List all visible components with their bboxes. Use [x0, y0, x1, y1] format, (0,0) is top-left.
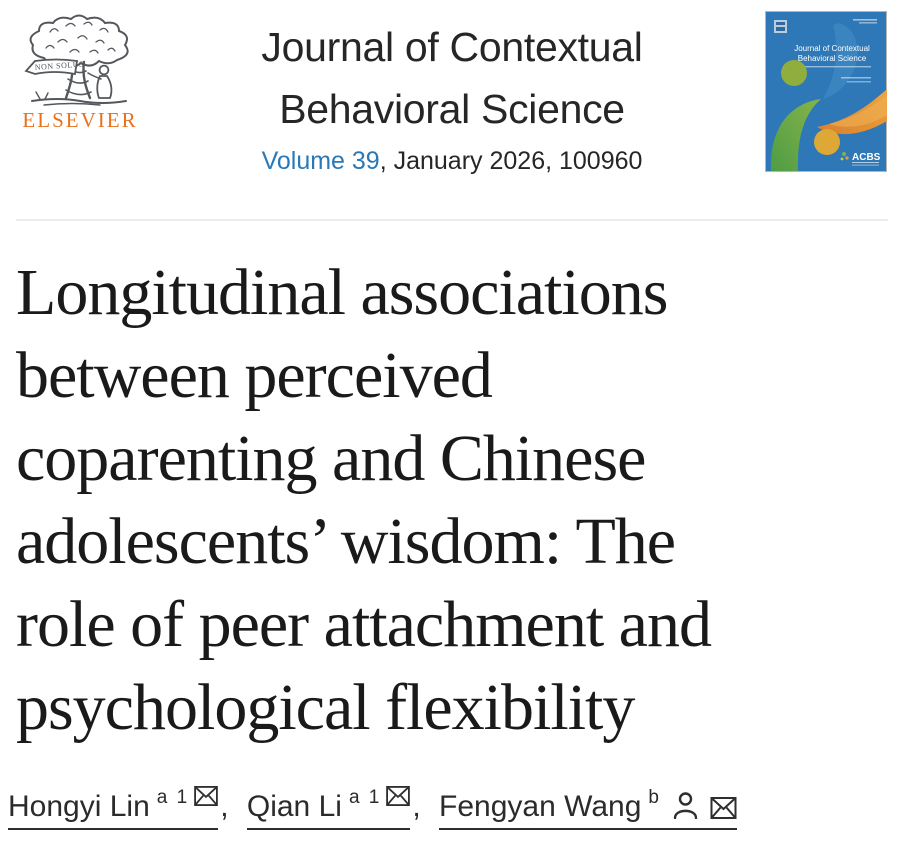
author-hongyi-lin[interactable]: Hongyi Lin a 1	[8, 786, 219, 830]
header-divider	[16, 219, 888, 221]
elsevier-tree-icon: NON SOLUS	[24, 14, 129, 106]
author-name: Hongyi Lin	[8, 790, 150, 823]
author-name: Fengyan Wang	[439, 790, 642, 823]
elsevier-logo[interactable]: NON SOLUS ELSEVIER	[14, 14, 146, 133]
author-affiliation-sup: b	[648, 787, 661, 808]
article-title-line: psychological flexibility	[16, 671, 635, 744]
issue-info: , January 2026, 100960	[379, 147, 643, 175]
author-separator: ,	[220, 790, 229, 823]
author-qian-li[interactable]: Qian Li a 1	[246, 786, 411, 830]
author-affiliation-sup: a 1	[348, 787, 382, 808]
article-title-line: between perceived	[16, 339, 493, 412]
cover-title-line1: Journal of Contextual	[794, 44, 870, 53]
journal-title: Journal of Contextual Behavioral Science	[192, 16, 712, 140]
envelope-icon[interactable]	[386, 786, 411, 806]
author-name: Qian Li	[246, 790, 342, 823]
author-separator: ,	[412, 790, 421, 823]
volume-issue-line: Volume 39, January 2026, 100960	[192, 147, 712, 176]
envelope-icon[interactable]	[194, 786, 219, 806]
article-title-line: coparenting and Chinese	[16, 422, 646, 495]
journal-header: NON SOLUS ELSEVIER Journal of Contextual…	[0, 0, 904, 219]
cover-acbs-logo: ACBS	[852, 152, 881, 163]
article-title: Longitudinal associations between percei…	[16, 251, 884, 749]
envelope-icon[interactable]	[710, 797, 737, 819]
non-solus-motto: NON SOLUS	[35, 60, 85, 72]
article-title-line: adolescents’ wisdom: The	[16, 505, 676, 578]
journal-cover-thumbnail[interactable]: Journal of Contextual Behavioral Science…	[765, 11, 887, 172]
cover-title-line2: Behavioral Science	[798, 54, 867, 63]
elsevier-wordmark: ELSEVIER	[22, 108, 138, 132]
journal-title-line1: Journal of Contextual	[261, 24, 643, 70]
author-list: Hongyi Lin a 1, Qian Li a 1, Fengyan Wang b	[8, 786, 888, 830]
author-affiliation-sup: a 1	[156, 787, 190, 808]
article-title-line: Longitudinal associations	[16, 256, 668, 329]
journal-title-line2: Behavioral Science	[279, 86, 625, 132]
article-title-line: role of peer attachment and	[16, 588, 712, 661]
author-fengyan-wang[interactable]: Fengyan Wang b	[439, 787, 737, 830]
person-icon[interactable]	[673, 792, 698, 820]
journal-title-block: Journal of Contextual Behavioral Science…	[192, 0, 712, 176]
volume-link[interactable]: Volume 39	[261, 147, 380, 175]
